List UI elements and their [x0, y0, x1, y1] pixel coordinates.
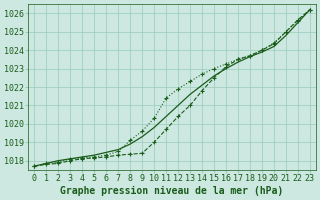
X-axis label: Graphe pression niveau de la mer (hPa): Graphe pression niveau de la mer (hPa): [60, 186, 284, 196]
